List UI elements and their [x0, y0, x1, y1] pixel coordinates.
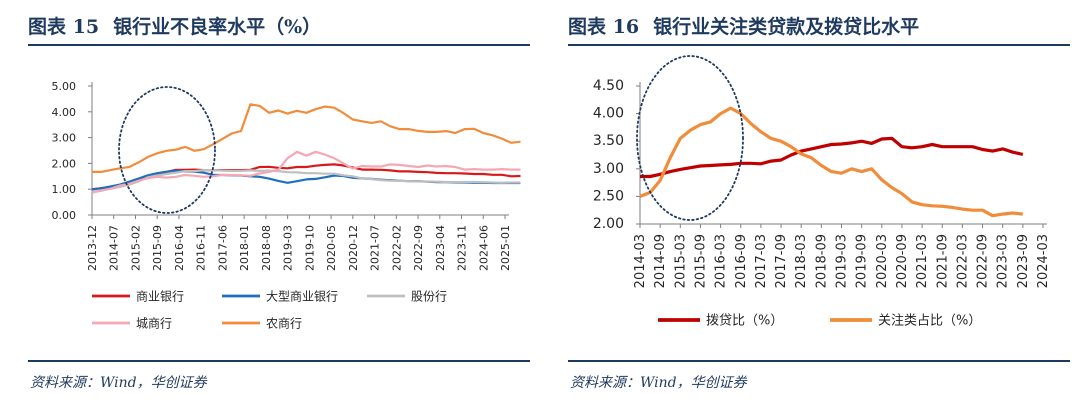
y-tick-label: 3.00: [52, 132, 77, 145]
x-tick-label: 2020-12: [347, 225, 360, 271]
x-tick-label: 2017-09: [774, 234, 789, 288]
title-rule: [568, 44, 1070, 46]
y-tick-label: 4.00: [593, 106, 624, 122]
x-tick-label: 2014-03: [633, 234, 648, 288]
npl-line-chart: 0.00 1.00 2.00 3.00 4.00 5.00 2013-12 2014-07 20…: [52, 80, 521, 331]
y-tick-label: 3.50: [593, 133, 624, 149]
x-tick-label: 2019-09: [855, 234, 870, 288]
x-tick-label: 2014-09: [653, 234, 668, 288]
y-tick-label: 0.00: [52, 209, 77, 222]
x-tick-label: 2023-09: [1016, 234, 1031, 288]
series-line-0: [640, 136, 1024, 179]
x-tick-label: 2021-09: [935, 234, 950, 288]
x-tick-label: 2015-02: [129, 225, 142, 271]
legend-label-4: 农商行: [266, 316, 302, 331]
y-tick-label: 5.00: [52, 80, 77, 93]
provision-line-chart: 2.00 2.50 3.00 3.50 4.00 4.50 2014-03 2014-09 20…: [593, 55, 1051, 329]
chart-panel-provision: 图表 16 银行业关注类贷款及拨贷比水平 2.00 2.50 3.00 3.50 4.00…: [540, 0, 1080, 416]
source-note: 资料来源：Wind，华创证券: [570, 375, 747, 391]
x-tick-label: 2021-07: [369, 225, 382, 271]
x-tick-label: 2018-09: [814, 234, 829, 288]
legend-label-0: 拨贷比（%）: [706, 314, 783, 329]
x-tick-label: 2016-04: [173, 225, 186, 271]
series-line-4: [92, 103, 521, 173]
x-tick-label: 2023-03: [996, 234, 1011, 288]
x-tick-label: 2015-03: [673, 234, 688, 288]
x-tick-label: 2024-06: [477, 225, 490, 271]
x-tick-label: 2016-03: [714, 234, 729, 288]
y-tick-label: 2.50: [593, 188, 624, 204]
chart-panel-npl: 图表 15 银行业不良率水平（%） 0.00 1.00 2.00 3.00 4.00 5.0…: [28, 12, 530, 391]
x-tick-label: 2022-03: [955, 234, 970, 288]
x-tick-label: 2015-09: [151, 225, 164, 271]
legend-label-1: 关注类占比（%）: [878, 314, 981, 329]
figure-label: 图表 15: [28, 16, 100, 38]
highlight-ellipse: [118, 86, 216, 214]
x-tick-label: 2021-03: [915, 234, 930, 288]
series-line-2: [91, 169, 521, 194]
legend-label-0: 商业银行: [136, 289, 184, 304]
x-tick-label: 2013-12: [86, 225, 99, 271]
x-tick-label: 2020-05: [325, 225, 338, 271]
legend-label-1: 大型商业银行: [266, 289, 338, 304]
x-tick-label: 2017-06: [216, 225, 229, 271]
x-tick-label: 2019-10: [303, 225, 316, 271]
title-rule: [28, 44, 530, 46]
y-tick-label: 3.00: [593, 161, 624, 177]
y-tick-label: 1.00: [52, 183, 77, 196]
x-tick-label: 2022-09: [412, 225, 425, 271]
y-tick-label: 4.50: [593, 78, 624, 94]
x-tick-label: 2020-09: [895, 234, 910, 288]
x-tick-label: 2016-11: [195, 225, 208, 271]
figure-caption: 银行业不良率水平（%）: [113, 16, 322, 38]
x-tick-label: 2017-03: [754, 234, 769, 288]
figure-label: 图表 16: [568, 16, 640, 38]
source-note: 资料来源：Wind，华创证券: [30, 375, 207, 391]
y-tick-label: 2.00: [593, 216, 624, 232]
x-tick-label: 2019-03: [282, 225, 295, 271]
series-line-3: [91, 150, 521, 194]
y-tick-label: 2.00: [52, 157, 77, 170]
source-rule: [568, 360, 1070, 362]
source-rule: [28, 360, 530, 362]
x-tick-label: 2016-09: [734, 234, 749, 288]
legend-label-2: 股份行: [411, 290, 447, 304]
x-tick-label: 2020-03: [875, 234, 890, 288]
x-tick-label: 2018-01: [238, 225, 251, 271]
x-tick-label: 2015-09: [693, 234, 708, 288]
figure-title: 图表 15 银行业不良率水平（%）: [28, 12, 335, 39]
x-tick-label: 2022-09: [976, 234, 991, 288]
x-tick-label: 2019-03: [835, 234, 850, 288]
x-tick-label: 2014-07: [108, 225, 121, 271]
x-tick-label: 2018-08: [260, 225, 273, 271]
y-tick-label: 4.00: [52, 106, 77, 119]
x-tick-label: 2024-03: [1036, 234, 1051, 288]
x-tick-label: 2023-11: [456, 225, 469, 271]
x-tick-label: 2023-04: [434, 225, 447, 271]
x-tick-label: 2022-02: [390, 225, 403, 271]
x-tick-label: 2018-03: [794, 234, 809, 288]
legend-label-3: 城商行: [136, 316, 172, 331]
series-line-1: [639, 106, 1023, 218]
figure-caption: 银行业关注类贷款及拨贷比水平: [653, 16, 920, 38]
x-tick-label: 2025-01: [499, 225, 512, 271]
figure-title: 图表 16 银行业关注类贷款及拨贷比水平: [568, 12, 933, 39]
highlight-ellipse: [636, 55, 744, 221]
